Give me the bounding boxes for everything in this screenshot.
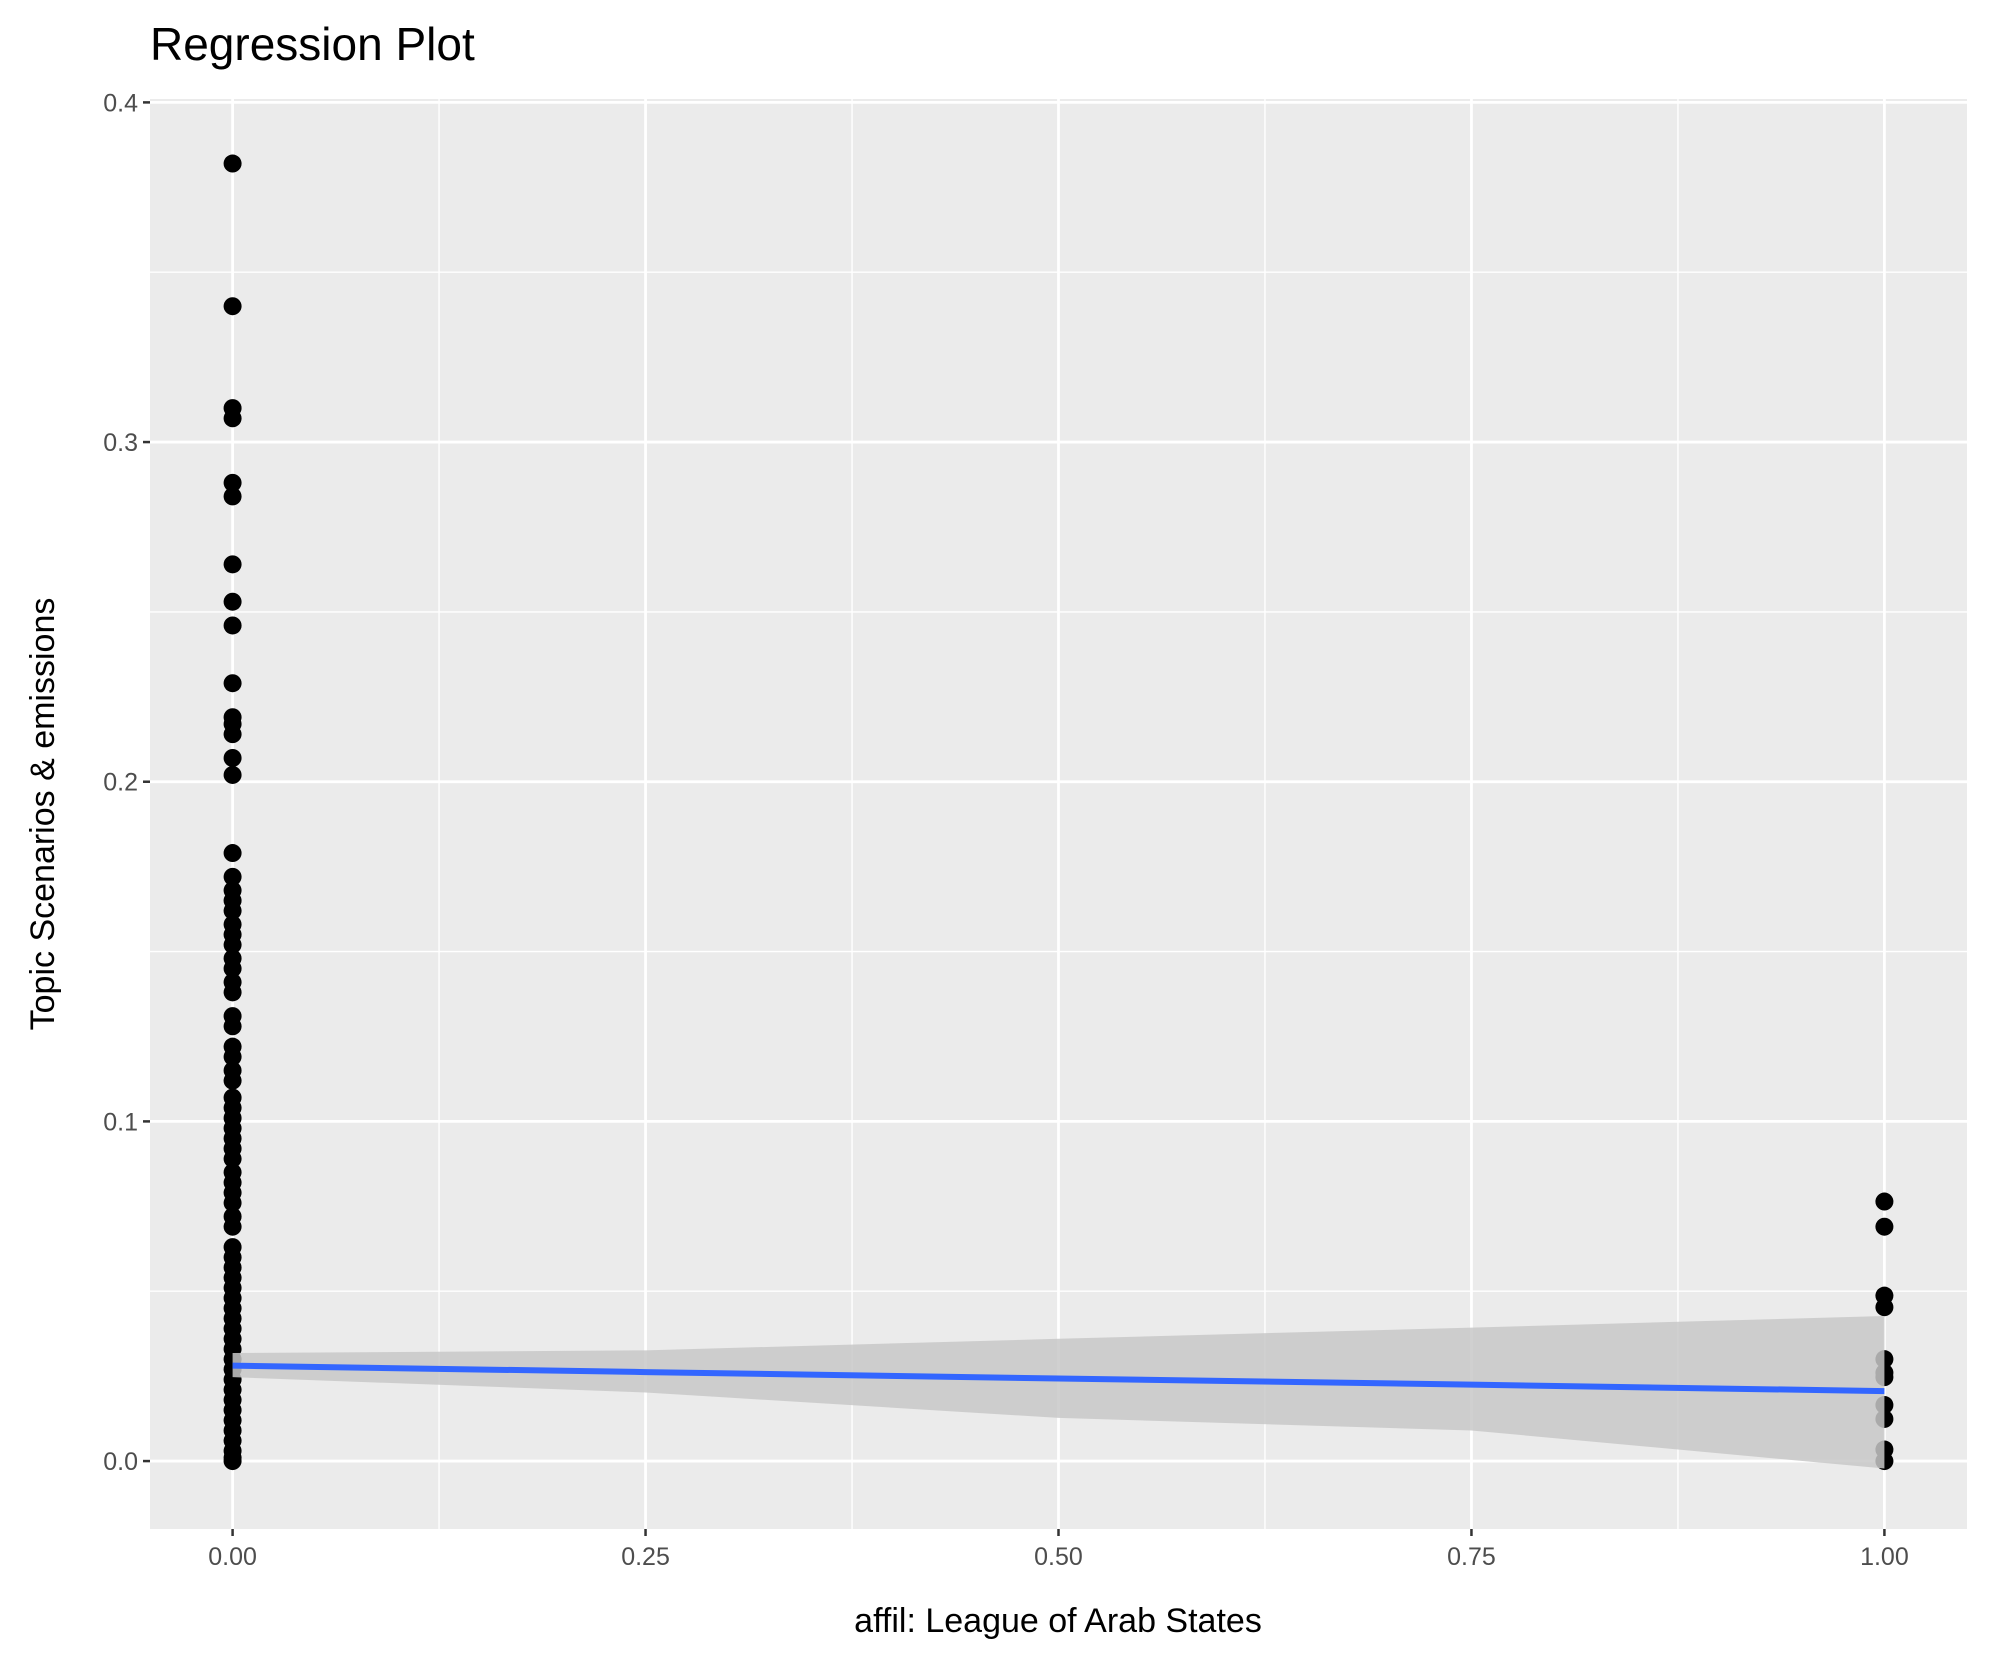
x-tick-label: 0.00 — [208, 1543, 257, 1571]
point — [223, 1047, 242, 1066]
y-axis-title: Topic Scenarios & emissions — [24, 598, 62, 1031]
point — [223, 592, 242, 611]
point — [223, 616, 242, 635]
point — [223, 867, 242, 886]
point — [223, 765, 242, 784]
point — [223, 1017, 242, 1036]
point — [223, 983, 242, 1002]
point — [1875, 1192, 1894, 1211]
x-tick-label: 0.75 — [1447, 1543, 1496, 1571]
point — [1875, 1298, 1894, 1317]
y-tick-label: 0.1 — [103, 1108, 138, 1136]
x-tick-label: 0.50 — [1034, 1543, 1083, 1571]
point — [223, 844, 242, 863]
point — [223, 935, 242, 954]
x-axis-title: affil: League of Arab States — [854, 1602, 1262, 1640]
x-tick-label: 1.00 — [1860, 1543, 1909, 1571]
regression-line — [232, 1362, 1885, 1395]
point — [223, 959, 242, 978]
y-tick-label: 0.0 — [103, 1448, 138, 1476]
point — [223, 409, 242, 428]
point — [223, 748, 242, 767]
point — [223, 473, 242, 492]
confidence-band — [232, 1316, 1885, 1469]
point — [223, 487, 242, 506]
y-tick-label: 0.3 — [103, 429, 138, 457]
y-tick-label: 0.2 — [103, 769, 138, 797]
point — [223, 1149, 242, 1168]
point — [1875, 1217, 1894, 1236]
point — [223, 154, 242, 173]
y-tick-label: 0.4 — [103, 89, 138, 117]
point — [223, 725, 242, 744]
point — [223, 674, 242, 693]
point — [223, 1071, 242, 1090]
point — [223, 1452, 242, 1471]
point — [223, 1193, 242, 1212]
chart-title: Regression Plot — [150, 18, 475, 70]
point — [223, 555, 242, 574]
point — [223, 297, 242, 316]
point — [223, 901, 242, 920]
x-tick-label: 0.25 — [621, 1543, 670, 1571]
point — [223, 1217, 242, 1236]
